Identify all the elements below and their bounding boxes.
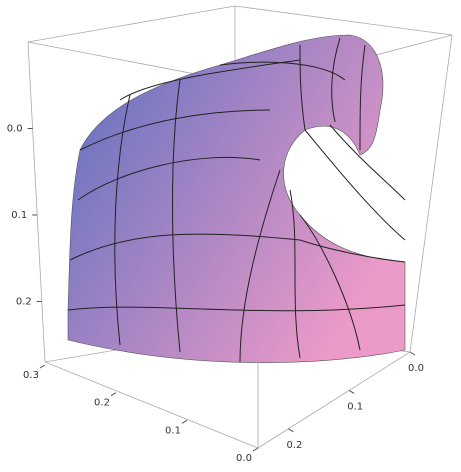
x-tick [110, 392, 117, 397]
y-tick-label: 0.0 [408, 363, 424, 374]
y-tick [348, 389, 355, 394]
z-tick-label: 0.2 [16, 296, 32, 307]
x-tick [181, 419, 188, 424]
z-tick-label: 0.0 [7, 123, 23, 134]
x-tick-label: 0.0 [236, 453, 252, 464]
y-tick [409, 351, 416, 356]
x-tick-label: 0.2 [94, 398, 110, 409]
x-tick-label: 0.1 [165, 425, 181, 436]
y-tick-label: 0.1 [347, 401, 363, 412]
y-tick [288, 428, 294, 433]
x-tick [39, 364, 46, 369]
x-tick [252, 447, 259, 452]
z-tick-label: 0.1 [11, 210, 27, 221]
surface [67, 34, 406, 363]
y-tick-label: 0.2 [286, 440, 302, 451]
x-tick-label: 0.3 [23, 370, 39, 381]
